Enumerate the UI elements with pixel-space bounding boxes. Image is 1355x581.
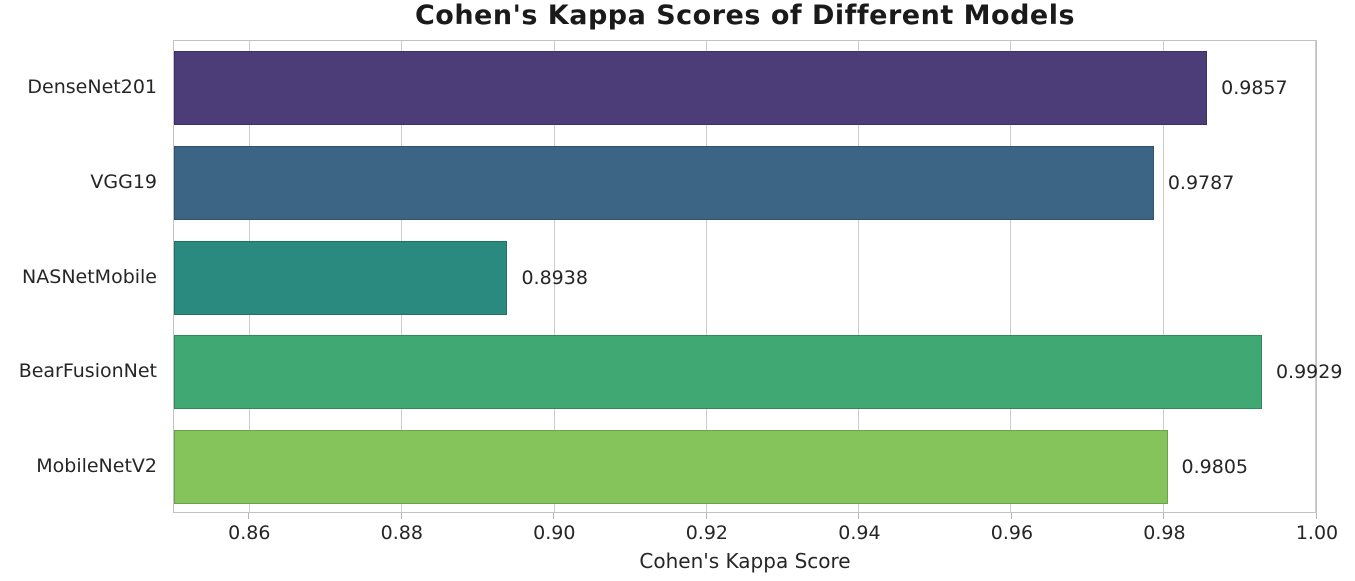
bar-value-label-mobilenetv2: 0.9805 [1181, 455, 1249, 478]
x-tick-label-0.94: 0.94 [838, 522, 881, 544]
gridline-1.00 [1315, 41, 1316, 512]
bar-nasnetmobile [174, 240, 508, 315]
y-axis-label-vgg19: VGG19 [90, 170, 157, 193]
bar-value-label-nasnetmobile: 0.8938 [521, 266, 588, 289]
x-tick-mark-0.88 [400, 513, 402, 519]
x-tick-label-0.90: 0.90 [533, 522, 576, 544]
x-tick-label-0.98: 0.98 [1143, 522, 1186, 544]
gridline-0.98 [1162, 41, 1164, 512]
bar-densenet201 [174, 51, 1208, 126]
gridline-0.92 [705, 41, 707, 512]
x-tick-label-1.00: 1.00 [1295, 522, 1339, 544]
bar-value-label-densenet201: 0.9857 [1221, 77, 1288, 100]
y-axis-category-labels: DenseNet201 VGG19 NASNetMobile BearFusionNe… [0, 40, 157, 513]
bar-bearfusionnet [174, 335, 1262, 410]
x-tick-label-0.96: 0.96 [990, 522, 1034, 544]
x-tick-mark-1.00 [1316, 513, 1317, 519]
gridline-0.94 [858, 41, 860, 512]
bar-value-label-bearfusionnet: 0.9929 [1275, 361, 1343, 384]
x-axis-ticks: 0.86 0.88 0.90 0.92 0.94 0.96 0.98 1.00 [173, 513, 1338, 553]
x-tick-label-0.92: 0.92 [685, 522, 729, 544]
chart-title: Cohen's Kappa Scores of Different Models [414, 0, 1076, 31]
bar-mobilenetv2 [174, 429, 1168, 504]
bar-vgg19 [174, 145, 1154, 220]
y-axis-label-densenet201: DenseNet201 [27, 76, 157, 99]
bar-value-label-vgg19: 0.9787 [1167, 171, 1235, 194]
x-tick-mark-0.94 [858, 513, 860, 519]
x-axis-title: Cohen's Kappa Score [639, 549, 851, 573]
x-tick-label-0.88: 0.88 [380, 522, 423, 544]
x-tick-mark-0.86 [248, 513, 250, 519]
y-axis-label-mobilenetv2: MobileNetV2 [36, 454, 157, 477]
x-tick-mark-0.92 [705, 513, 707, 519]
gridline-0.90 [553, 41, 555, 512]
x-tick-mark-0.96 [1010, 513, 1012, 519]
x-tick-label-0.86: 0.86 [228, 522, 271, 544]
plot-area: 0.9857 0.9787 0.8938 0.9929 0.9805 [173, 40, 1342, 513]
y-axis-label-bearfusionnet: BearFusionNet [18, 360, 157, 383]
y-axis-label-nasnetmobile: NASNetMobile [22, 265, 157, 288]
x-tick-mark-0.98 [1163, 513, 1165, 519]
gridline-0.96 [1010, 41, 1012, 512]
x-tick-mark-0.90 [553, 513, 555, 519]
